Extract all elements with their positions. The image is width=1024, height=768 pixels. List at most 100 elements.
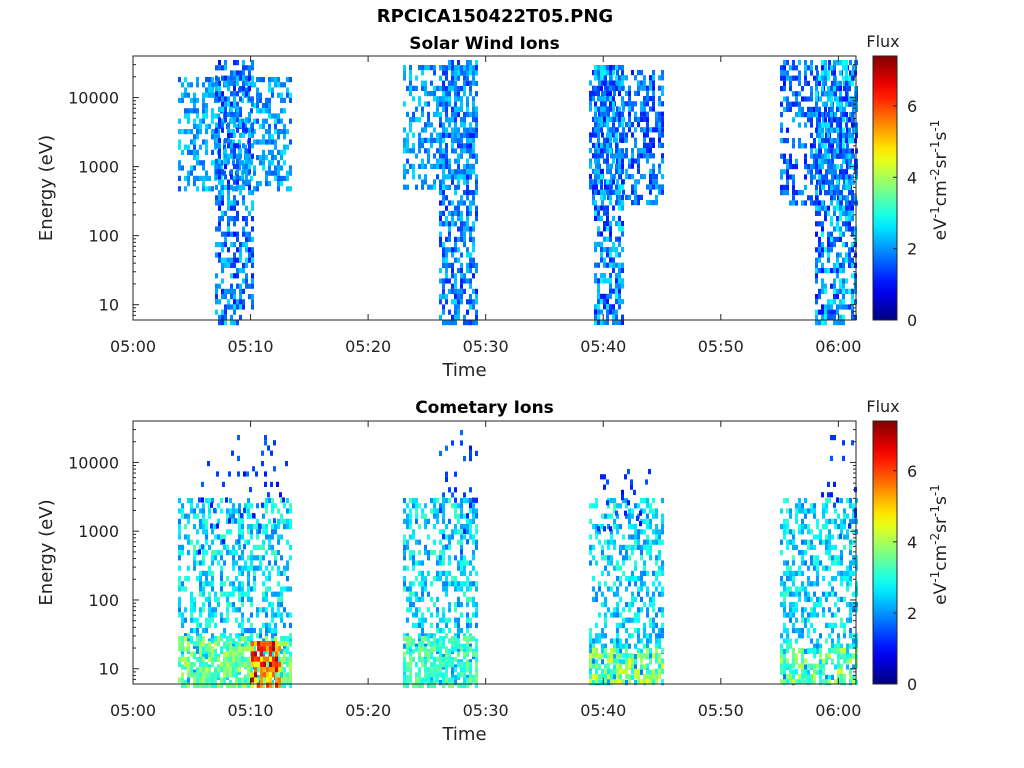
- flux-cell: [289, 656, 292, 662]
- flux-cell: [265, 108, 268, 114]
- flux-cell: [424, 518, 427, 524]
- flux-cell: [640, 570, 643, 576]
- flux-cell: [421, 163, 424, 169]
- flux-cell: [469, 210, 472, 216]
- flux-cell: [475, 112, 478, 118]
- flux-cell: [828, 91, 831, 97]
- flux-cell: [475, 153, 478, 159]
- flux-cell: [475, 638, 478, 644]
- flux-cell: [466, 309, 469, 315]
- flux-cell: [640, 70, 643, 76]
- flux-cell: [409, 602, 412, 608]
- flux-cell: [260, 661, 263, 667]
- flux-cell: [230, 117, 233, 123]
- flux-cell: [193, 682, 196, 688]
- flux-cell: [631, 576, 634, 582]
- flux-cell: [604, 674, 607, 680]
- flux-cell: [589, 148, 592, 154]
- flux-cell: [277, 672, 280, 678]
- flux-cell: [466, 60, 469, 66]
- flux-cell: [463, 591, 466, 597]
- flux-cell: [469, 70, 472, 76]
- flux-cell: [810, 132, 813, 138]
- flux-cell: [445, 257, 448, 263]
- flux-cell: [634, 529, 637, 535]
- flux-cell: [442, 534, 445, 540]
- flux-cell: [251, 216, 254, 222]
- flux-cell: [833, 299, 836, 305]
- flux-cell: [469, 667, 472, 673]
- flux-cell: [251, 283, 254, 289]
- flux-cell: [238, 641, 241, 647]
- flux-cell: [251, 661, 254, 667]
- flux-cell: [439, 111, 442, 117]
- flux-cell: [637, 194, 640, 200]
- flux-cell: [430, 680, 433, 686]
- flux-cell: [256, 103, 259, 109]
- flux-cell: [609, 85, 612, 91]
- flux-cell: [604, 513, 607, 519]
- flux-cell: [418, 96, 421, 102]
- flux-cell: [230, 106, 233, 112]
- flux-cell: [223, 672, 226, 678]
- flux-cell: [283, 677, 286, 683]
- flux-cell: [655, 612, 658, 618]
- flux-cell: [445, 195, 448, 201]
- flux-cell: [607, 80, 610, 86]
- flux-cell: [592, 70, 595, 76]
- flux-cell: [475, 524, 478, 530]
- flux-cell: [289, 633, 292, 639]
- flux-cell: [196, 160, 199, 166]
- flux-cell: [451, 262, 454, 268]
- flux-cell: [289, 682, 292, 688]
- flux-cell: [430, 662, 433, 668]
- flux-cell: [236, 179, 239, 185]
- flux-cell: [218, 205, 221, 211]
- flux-cell: [442, 278, 445, 284]
- flux-cell: [466, 586, 469, 592]
- flux-cell: [466, 617, 469, 623]
- flux-cell: [454, 190, 457, 196]
- flux-cell: [274, 129, 277, 135]
- flux-cell: [239, 268, 242, 274]
- flux-cell: [245, 242, 248, 248]
- flux-cell: [457, 638, 460, 644]
- flux-cell: [842, 299, 845, 305]
- flux-cell: [834, 169, 837, 175]
- flux-cell: [637, 648, 640, 654]
- flux-cell: [589, 663, 592, 669]
- flux-cell: [460, 278, 463, 284]
- flux-cell: [433, 677, 436, 683]
- flux-cell: [241, 524, 244, 530]
- flux-cell: [236, 169, 239, 175]
- flux-cell: [187, 641, 190, 647]
- flux-cell: [220, 617, 223, 623]
- flux-cell: [786, 179, 789, 185]
- flux-cell: [592, 189, 595, 195]
- flux-cell: [244, 641, 247, 647]
- flux-cell: [238, 581, 241, 587]
- flux-cell: [238, 534, 241, 540]
- flux-cell: [283, 175, 286, 181]
- flux-cell: [448, 581, 451, 587]
- flux-cell: [406, 674, 409, 680]
- flux-cell: [233, 70, 236, 76]
- flux-cell: [628, 101, 631, 107]
- flux-cell: [652, 163, 655, 169]
- flux-cell: [815, 273, 818, 279]
- flux-cell: [454, 513, 457, 519]
- flux-cell: [598, 153, 601, 159]
- flux-cell: [628, 96, 631, 102]
- flux-cell: [232, 667, 235, 673]
- flux-cell: [184, 113, 187, 119]
- flux-cell: [233, 117, 236, 123]
- flux-cell: [786, 127, 789, 133]
- flux-cell: [190, 508, 193, 514]
- flux-cell: [621, 137, 624, 143]
- x-tick-label: 05:10: [228, 337, 274, 356]
- flux-cell: [595, 503, 598, 509]
- flux-cell: [475, 607, 478, 613]
- flux-cell: [818, 247, 821, 253]
- flux-cell: [224, 164, 227, 170]
- flux-cell: [606, 189, 609, 195]
